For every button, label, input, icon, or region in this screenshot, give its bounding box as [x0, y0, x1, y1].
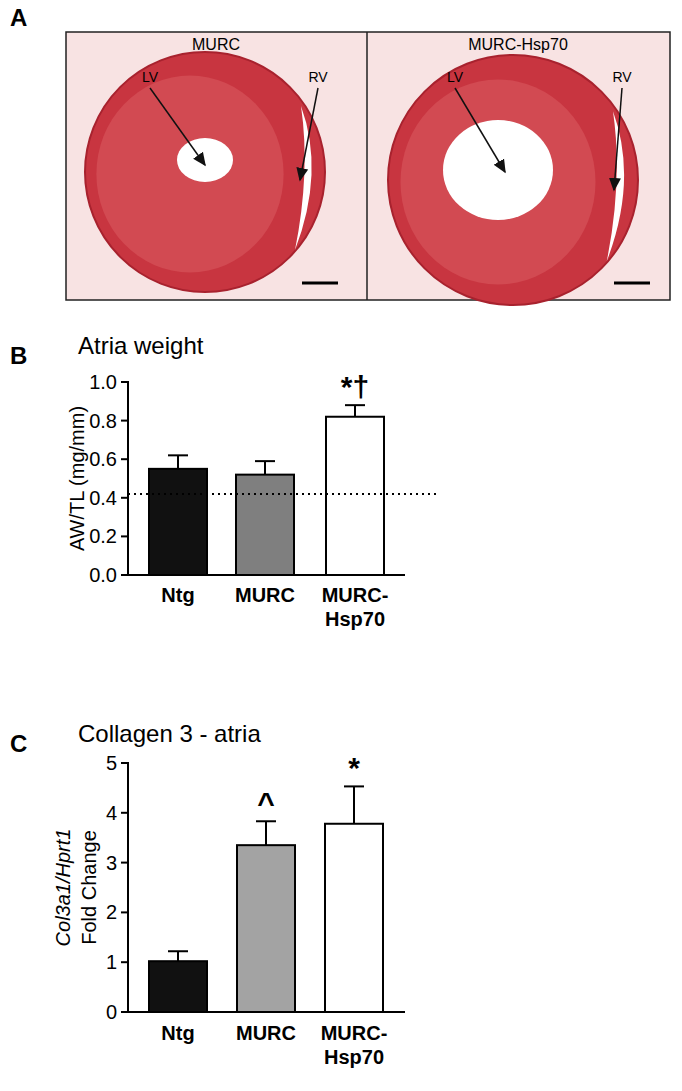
- rv-cavity: [295, 106, 312, 250]
- y-tick-label: 0.4: [89, 487, 117, 509]
- y-tick-label: 5: [106, 752, 117, 774]
- x-tick-label-line: Ntg: [161, 1022, 194, 1044]
- significance-marker: *†: [341, 370, 369, 403]
- y-tick-label: 0: [106, 1001, 117, 1023]
- y-axis-label-line: Col3a1/Hprt1: [52, 829, 74, 947]
- lv-cavity: [177, 138, 233, 182]
- y-tick: [121, 574, 128, 576]
- bar: [149, 961, 207, 1012]
- region-arrow: [455, 88, 505, 172]
- y-tick: [121, 458, 128, 460]
- region-label: RV: [612, 69, 632, 85]
- y-tick-label: 2: [106, 901, 117, 923]
- heart-section: [388, 55, 638, 305]
- panel-label: B: [10, 342, 27, 369]
- significance-marker: *: [348, 751, 360, 784]
- x-tick-label-line: MURC: [235, 584, 295, 606]
- error-bar: [177, 951, 179, 961]
- plot-area: [149, 786, 383, 1012]
- error-cap: [255, 460, 275, 462]
- region-arrow: [150, 88, 205, 165]
- region-arrow: [300, 88, 318, 180]
- y-axis-label-line: Fold Change: [78, 830, 100, 945]
- x-tick-label: MURC-Hsp70: [321, 1022, 388, 1068]
- y-tick: [121, 381, 128, 383]
- y-tick-label: 0.2: [89, 525, 117, 547]
- x-tick-label: Ntg: [161, 584, 194, 606]
- x-tick-label: MURC-Hsp70: [322, 584, 389, 630]
- y-tick: [121, 535, 128, 537]
- panel-label: A: [10, 4, 27, 31]
- bar: [237, 845, 295, 1012]
- region-label: LV: [142, 69, 159, 85]
- chart-title: Atria weight: [78, 332, 204, 359]
- x-tick-label-line: MURC-: [322, 584, 389, 606]
- x-tick-label: MURC: [236, 1022, 296, 1044]
- y-tick: [121, 862, 128, 864]
- y-tick-label: 1: [106, 951, 117, 973]
- x-tick-label-line: Hsp70: [324, 1046, 384, 1068]
- plot-area: [149, 405, 384, 575]
- error-bar: [354, 405, 356, 417]
- error-cap: [256, 820, 276, 822]
- error-cap: [344, 785, 364, 787]
- x-tick-label: Ntg: [161, 1022, 194, 1044]
- region-label: LV: [447, 69, 464, 85]
- error-bar: [177, 455, 179, 469]
- y-axis-label: Col3a1/Hprt1Fold Change: [52, 829, 100, 947]
- error-bar: [265, 821, 267, 845]
- region-arrow: [614, 88, 622, 190]
- bar: [236, 475, 294, 575]
- x-tick-label-line: MURC-: [321, 1022, 388, 1044]
- y-tick: [121, 961, 128, 963]
- y-axis: [127, 762, 129, 1012]
- y-axis: [127, 381, 129, 575]
- reference-line: [128, 493, 440, 495]
- y-tick-label: 3: [106, 852, 117, 874]
- scale-bar: [302, 282, 338, 285]
- y-tick-label: 0.8: [89, 410, 117, 432]
- x-axis: [128, 574, 405, 576]
- y-tick-label: 0.6: [89, 448, 117, 470]
- y-tick-label: 0.0: [89, 564, 117, 586]
- y-tick-label: 4: [106, 802, 117, 824]
- y-tick: [121, 762, 128, 764]
- x-tick-label-line: Hsp70: [325, 608, 385, 630]
- bar: [149, 469, 207, 575]
- x-tick-label: MURC: [235, 584, 295, 606]
- y-tick: [121, 911, 128, 913]
- error-cap: [345, 404, 365, 406]
- bar: [326, 417, 384, 575]
- image-title: MURC-Hsp70: [468, 36, 568, 53]
- y-tick: [121, 1011, 128, 1013]
- heart-wall: [96, 76, 283, 273]
- scale-bar: [614, 282, 650, 285]
- image-title: MURC: [192, 36, 240, 53]
- heart-wall: [401, 80, 596, 285]
- heart-section: [85, 52, 325, 292]
- image-divider: [366, 32, 368, 300]
- error-cap: [168, 950, 188, 952]
- bar: [325, 824, 383, 1012]
- y-tick-label: 1.0: [89, 371, 117, 393]
- y-axis-label: AW/TL (mg/mm): [66, 406, 88, 551]
- y-tick: [121, 420, 128, 422]
- region-label: RV: [308, 69, 328, 85]
- error-bar: [264, 461, 266, 475]
- error-cap: [168, 454, 188, 456]
- rv-cavity: [607, 111, 624, 261]
- y-tick: [121, 812, 128, 814]
- x-tick-label-line: Ntg: [161, 584, 194, 606]
- significance-marker: ^: [257, 786, 275, 819]
- x-tick-label-line: MURC: [236, 1022, 296, 1044]
- chart-title: Collagen 3 - atria: [78, 720, 261, 747]
- x-axis: [128, 1011, 405, 1013]
- error-bar: [353, 786, 355, 823]
- lv-cavity: [443, 120, 553, 220]
- panel-label: C: [10, 730, 27, 757]
- figure: AMURCLVRVMURC-Hsp70LVRVBAtria weightAW/T…: [0, 0, 682, 1091]
- y-tick: [121, 497, 128, 499]
